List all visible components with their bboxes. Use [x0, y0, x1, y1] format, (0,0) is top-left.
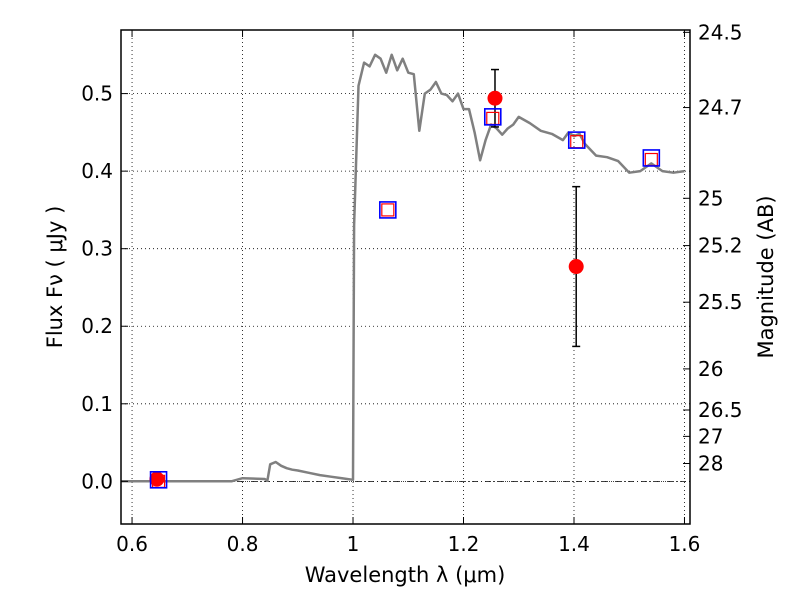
x-tick-label: 1.4 [558, 532, 590, 556]
right-tick-label: 27 [698, 424, 723, 448]
plot-area [121, 53, 685, 489]
right-tick-label: 25.2 [698, 234, 743, 258]
y-tick-label: 0.2 [81, 314, 113, 338]
observed-point [568, 259, 584, 275]
right-axis-title: Magnitude (AB) [754, 195, 778, 358]
right-tick-label: 24.5 [698, 20, 743, 44]
x-tick-label: 0.8 [227, 532, 259, 556]
model-band-marker-blue [149, 470, 168, 489]
x-tick-label: 1 [347, 532, 360, 556]
y-tick-label: 0.4 [81, 159, 113, 183]
right-tick-label: 28 [698, 452, 723, 476]
right-tick-label: 25.5 [698, 290, 743, 314]
right-tick-label: 25 [698, 186, 723, 210]
right-tick-label: 24.7 [698, 96, 743, 120]
x-tick-label: 1.6 [669, 532, 701, 556]
model-band-marker-blue [379, 201, 397, 219]
model-band-marker-blue [567, 131, 586, 149]
axis-ticks: 0.6 0.8 1 1.2 1.4 1.6 0.0 0.1 0.2 0.3 0.4 0.5 24.5 24… [81, 20, 742, 556]
y-axis-title: Flux Fν ( μJy ) [43, 206, 67, 349]
right-tick-label: 26 [698, 357, 723, 381]
observed-point [149, 471, 165, 487]
y-tick-label: 0.5 [81, 82, 113, 106]
plot-frame [120, 29, 691, 525]
model-band-marker-blue [642, 149, 661, 167]
y-tick-label: 0.0 [81, 469, 113, 493]
model-band-marker-blue [483, 108, 502, 126]
model-spectrum-line [121, 53, 685, 483]
model-band-marker-red [486, 111, 500, 126]
x-tick-label: 0.6 [116, 532, 148, 556]
y-tick-label: 0.1 [81, 392, 113, 416]
model-band-marker-red [381, 203, 395, 217]
grid-lines [121, 30, 690, 524]
right-tick-label: 26.5 [698, 398, 743, 422]
x-tick-label: 1.2 [448, 532, 480, 556]
observed-point [487, 90, 503, 106]
y-tick-label: 0.3 [81, 237, 113, 261]
x-axis-title: Wavelength λ (μm) [305, 563, 506, 587]
